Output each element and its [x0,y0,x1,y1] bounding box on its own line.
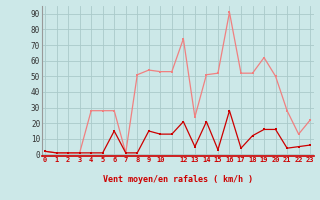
X-axis label: Vent moyen/en rafales ( km/h ): Vent moyen/en rafales ( km/h ) [103,174,252,184]
